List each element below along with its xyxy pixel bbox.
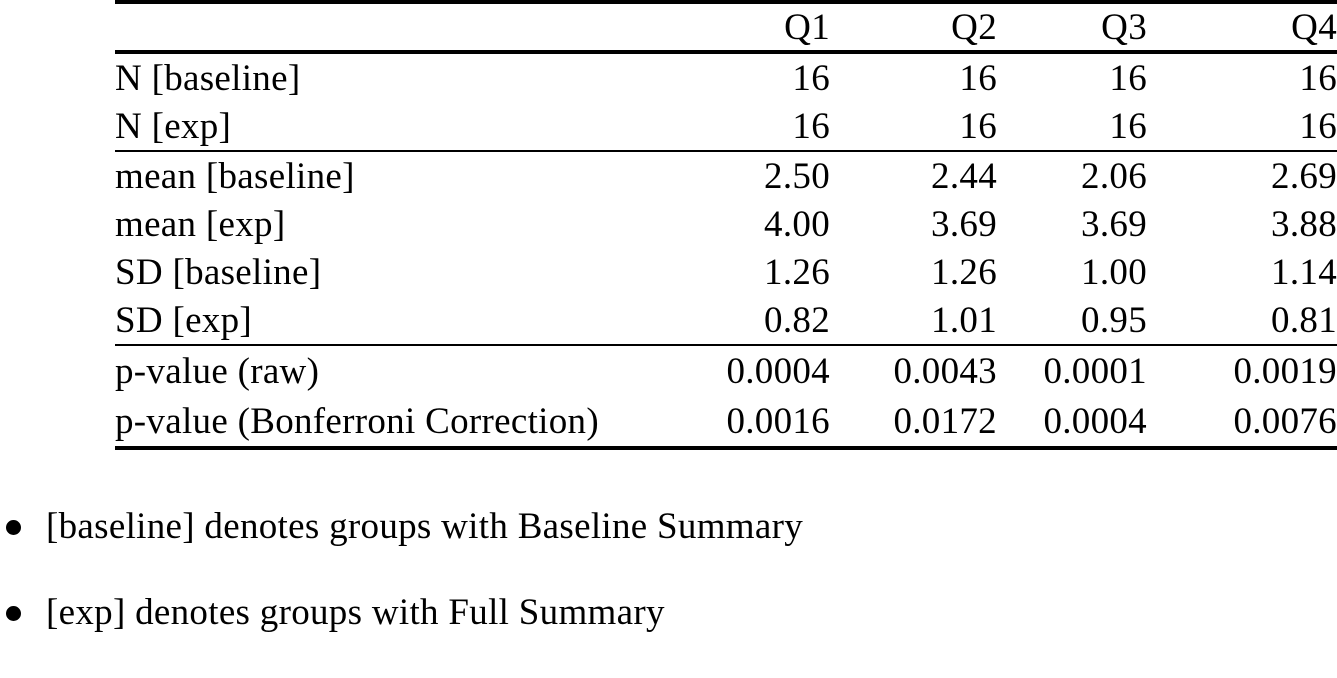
cell-value: 16 bbox=[1299, 105, 1337, 147]
results-table: Q1 Q2 Q3 Q4 N [baseline] 16 16 16 16 N [exp] 1… bbox=[115, 0, 1337, 450]
table-row: p-value (Bonferroni Correction) 0.0016 0.0… bbox=[115, 396, 1337, 448]
table-header: Q1 Q2 Q3 Q4 bbox=[115, 2, 1337, 52]
row-label: mean [exp] bbox=[115, 203, 286, 245]
cell-value: 3.69 bbox=[1081, 203, 1147, 245]
row-label: SD [baseline] bbox=[115, 251, 322, 293]
cell-value: 16 bbox=[1109, 105, 1147, 147]
cell-value: 16 bbox=[959, 57, 997, 99]
cell-value: 0.95 bbox=[1081, 299, 1147, 341]
column-header-q2: Q2 bbox=[951, 6, 997, 48]
row-label: N [baseline] bbox=[115, 57, 301, 99]
table-group-n: N [baseline] 16 16 16 16 N [exp] 16 16 16 16 bbox=[115, 52, 1337, 151]
column-header-q3: Q3 bbox=[1101, 6, 1147, 48]
cell-value: 0.0004 bbox=[726, 350, 830, 392]
bullet-icon bbox=[6, 519, 21, 535]
cell-value: 3.69 bbox=[931, 203, 997, 245]
cell-value: 0.0016 bbox=[726, 400, 830, 442]
table-row: SD [exp] 0.82 1.01 0.95 0.81 bbox=[115, 296, 1337, 345]
footnote-text: [baseline] denotes groups with Baseline … bbox=[46, 506, 804, 547]
cell-value: 0.0019 bbox=[1233, 350, 1337, 392]
cell-value: 1.00 bbox=[1081, 251, 1147, 293]
cell-value: 1.26 bbox=[764, 251, 830, 293]
cell-value: 0.81 bbox=[1271, 299, 1337, 341]
footnote-list: [baseline] denotes groups with Baseline … bbox=[0, 506, 1337, 678]
cell-value: 16 bbox=[1299, 57, 1337, 99]
cell-value: 2.06 bbox=[1081, 155, 1147, 197]
cell-value: 1.01 bbox=[931, 299, 997, 341]
table-group-mean-sd: mean [baseline] 2.50 2.44 2.06 2.69 mean [exp… bbox=[115, 151, 1337, 345]
cell-value: 2.69 bbox=[1271, 155, 1337, 197]
cell-value: 16 bbox=[792, 105, 830, 147]
cell-value: 0.0076 bbox=[1233, 400, 1337, 442]
row-label: mean [baseline] bbox=[115, 155, 355, 197]
cell-value: 1.26 bbox=[931, 251, 997, 293]
cell-value: 4.00 bbox=[764, 203, 830, 245]
footnote-baseline: [baseline] denotes groups with Baseline … bbox=[0, 506, 1337, 548]
table-row: mean [baseline] 2.50 2.44 2.06 2.69 bbox=[115, 151, 1337, 200]
cell-value: 0.0172 bbox=[893, 400, 997, 442]
cell-value: 16 bbox=[792, 57, 830, 99]
row-label: p-value (raw) bbox=[115, 350, 320, 392]
cell-value: 16 bbox=[1109, 57, 1147, 99]
cell-value: 1.14 bbox=[1271, 251, 1337, 293]
cell-value: 0.0043 bbox=[893, 350, 997, 392]
table-row: SD [baseline] 1.26 1.26 1.00 1.14 bbox=[115, 248, 1337, 296]
column-header-q1: Q1 bbox=[784, 6, 830, 48]
cell-value: 0.82 bbox=[764, 299, 830, 341]
table-row: mean [exp] 4.00 3.69 3.69 3.88 bbox=[115, 200, 1337, 248]
column-header-q4: Q4 bbox=[1291, 6, 1337, 48]
row-label: p-value (Bonferroni Correction) bbox=[115, 400, 599, 442]
table-row: N [baseline] 16 16 16 16 bbox=[115, 52, 1337, 102]
cell-value: 2.44 bbox=[931, 155, 997, 197]
cell-value: 0.0004 bbox=[1043, 400, 1147, 442]
table-group-pvalues: p-value (raw) 0.0004 0.0043 0.0001 0.0019 p-v… bbox=[115, 345, 1337, 448]
row-label: SD [exp] bbox=[115, 299, 253, 341]
cell-value: 0.0001 bbox=[1043, 350, 1147, 392]
results-table-container: Q1 Q2 Q3 Q4 N [baseline] 16 16 16 16 N [exp] 1… bbox=[115, 0, 1337, 450]
row-label: N [exp] bbox=[115, 105, 232, 147]
footnote-exp: [exp] denotes groups with Full Summary bbox=[0, 592, 1337, 634]
cell-value: 16 bbox=[959, 105, 997, 147]
cell-value: 3.88 bbox=[1271, 203, 1337, 245]
header-row: Q1 Q2 Q3 Q4 bbox=[115, 2, 1337, 52]
bullet-icon bbox=[6, 605, 21, 621]
cell-value: 2.50 bbox=[764, 155, 830, 197]
table-row: p-value (raw) 0.0004 0.0043 0.0001 0.0019 bbox=[115, 345, 1337, 396]
table-row: N [exp] 16 16 16 16 bbox=[115, 102, 1337, 151]
header-empty-cell bbox=[115, 2, 665, 52]
footnote-text: [exp] denotes groups with Full Summary bbox=[46, 592, 665, 633]
